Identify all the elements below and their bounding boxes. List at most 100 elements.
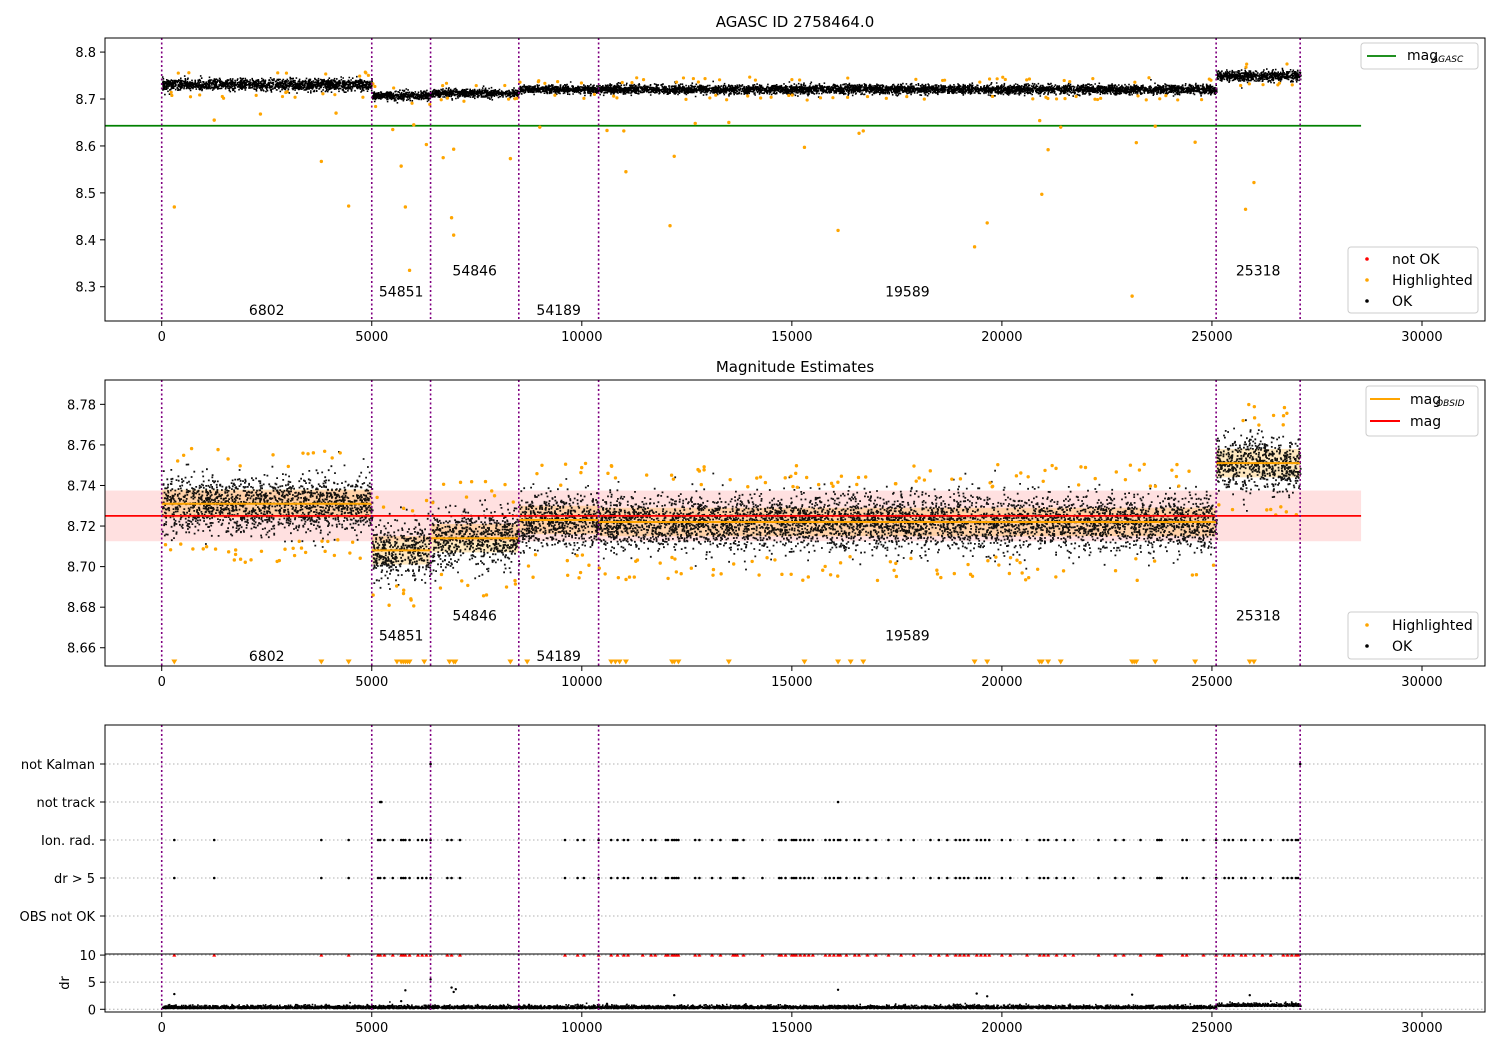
flags-point-3-105 bbox=[1261, 876, 1264, 880]
middle-highlighted-point bbox=[958, 477, 963, 481]
flags-point-3-94 bbox=[1160, 876, 1163, 880]
dr-clipped-marker-67 bbox=[911, 954, 916, 957]
middle-highlighted-point bbox=[1135, 578, 1139, 583]
middle-highlighted-point bbox=[1019, 471, 1023, 475]
dr-clipped-marker-83 bbox=[1041, 954, 1046, 957]
middle-highlighted-point bbox=[1079, 465, 1083, 469]
middle-highlighted-point bbox=[758, 475, 763, 479]
flags-point-2-80 bbox=[1008, 838, 1012, 842]
middle-highlighted-point bbox=[1247, 402, 1251, 407]
middle-clipped-marker-37 bbox=[1192, 659, 1199, 665]
top-highlighted-point bbox=[392, 86, 396, 90]
flags-point-1-2 bbox=[836, 800, 840, 804]
flags-point-3-66 bbox=[899, 876, 903, 880]
top-highlighted-outlier-37 bbox=[1153, 124, 1157, 128]
middle-highlighted-point bbox=[1026, 475, 1030, 479]
dr-clipped-marker-42 bbox=[735, 954, 740, 957]
flags-point-3-87 bbox=[1072, 876, 1075, 880]
flags-point-3-80 bbox=[1008, 876, 1012, 880]
middle-highlighted-point bbox=[1123, 477, 1128, 482]
middle-highlighted-point bbox=[332, 553, 337, 558]
middle-highlighted-point bbox=[609, 463, 614, 468]
middle-highlighted-point bbox=[1035, 567, 1040, 571]
middle-highlighted-point bbox=[1217, 503, 1221, 507]
top-highlighted-point bbox=[769, 95, 773, 99]
middle-highlighted-point bbox=[848, 555, 852, 559]
flags-point-3-45 bbox=[777, 876, 781, 880]
middle-clipped-marker-27 bbox=[971, 659, 978, 665]
middle-obsid-label-3: 54189 bbox=[536, 649, 581, 665]
middle-highlighted-point bbox=[1252, 404, 1257, 409]
middle-highlighted-point bbox=[579, 465, 584, 470]
top-highlighted-point bbox=[717, 78, 722, 82]
top-highlighted-point bbox=[630, 80, 634, 85]
flags-point-3-79 bbox=[1000, 876, 1004, 880]
flags-point-3-54 bbox=[811, 876, 815, 880]
flags-point-2-111 bbox=[1296, 838, 1300, 842]
flags-point-3-49 bbox=[792, 876, 796, 880]
flags-point-3-72 bbox=[958, 876, 962, 880]
middle-highlighted-point bbox=[613, 476, 618, 480]
middle-highlighted-point bbox=[1187, 469, 1191, 473]
flags-point-3-81 bbox=[1025, 876, 1029, 880]
flags-point-2-100 bbox=[1227, 838, 1231, 842]
middle-highlighted-point bbox=[275, 559, 279, 564]
dr-clipped-marker-6 bbox=[382, 954, 387, 957]
top-highlighted-outlier-1 bbox=[212, 118, 216, 122]
dr-notable-point-4 bbox=[450, 986, 453, 989]
middle-highlighted-point bbox=[1007, 571, 1012, 576]
dr-notable-point-1 bbox=[399, 999, 403, 1003]
top-highlighted-point bbox=[373, 84, 377, 89]
middle-obsid-label-0: 6802 bbox=[249, 649, 285, 665]
flags-point-2-105 bbox=[1261, 838, 1264, 842]
top-line-legend-subscript: AGASC bbox=[1431, 55, 1464, 65]
top-highlighted-point bbox=[805, 98, 809, 102]
flags-point-2-71 bbox=[954, 838, 957, 842]
top-highlighted-point bbox=[503, 83, 507, 88]
top-highlighted-outlier-27 bbox=[861, 129, 865, 133]
top-highlighted-outlier-20 bbox=[624, 170, 628, 174]
top-highlighted-point bbox=[1027, 77, 1032, 81]
middle-line-legend-label-0: mag bbox=[1410, 392, 1441, 408]
middle-highlighted-point bbox=[1257, 423, 1261, 427]
flags-point-3-86 bbox=[1063, 876, 1067, 880]
top-highlighted-point bbox=[691, 76, 695, 81]
top-highlighted-point bbox=[978, 80, 982, 84]
flags-point-3-67 bbox=[912, 876, 915, 880]
middle-highlighted-point bbox=[238, 557, 243, 561]
top-x-tick-label-5: 25000 bbox=[1191, 330, 1232, 345]
dr-clipped-marker-5 bbox=[378, 954, 383, 957]
top-highlighted-point bbox=[1074, 94, 1078, 99]
middle-highlighted-point bbox=[728, 477, 732, 482]
middle-highlighted-point bbox=[711, 573, 715, 577]
flags-point-3-97 bbox=[1202, 876, 1205, 880]
middle-highlighted-point bbox=[939, 575, 943, 580]
middle-highlighted-point bbox=[1083, 465, 1088, 470]
dr-clipped-marker-46 bbox=[779, 954, 784, 957]
flags-point-3-21 bbox=[582, 876, 586, 880]
top-highlighted-point bbox=[790, 93, 794, 97]
top-line-legend-label: mag bbox=[1407, 48, 1438, 64]
middle-highlighted-point bbox=[233, 548, 238, 552]
flags-point-2-79 bbox=[1000, 838, 1004, 842]
top-highlighted-point bbox=[358, 74, 362, 78]
dr-notable-point-13 bbox=[1248, 993, 1251, 997]
flags-point-2-0 bbox=[173, 838, 176, 842]
flags-point-3-33 bbox=[672, 876, 676, 880]
top-highlighted-point bbox=[220, 94, 224, 99]
flags-ytick-label-3: dr > 5 bbox=[54, 872, 95, 887]
flags-point-2-52 bbox=[803, 838, 806, 842]
top-highlighted-outlier-14 bbox=[451, 233, 456, 237]
flags-point-3-0 bbox=[173, 876, 176, 880]
flags-point-3-74 bbox=[966, 876, 970, 880]
middle-highlighted-point bbox=[163, 543, 168, 547]
top-highlighted-outlier-29 bbox=[972, 245, 977, 249]
dr-clipped-marker-14 bbox=[424, 954, 429, 957]
top-highlighted-point bbox=[188, 95, 193, 99]
middle-highlighted-point bbox=[804, 475, 809, 480]
middle-clipped-marker-22 bbox=[725, 659, 732, 665]
middle-obsid-label-4: 19589 bbox=[885, 629, 930, 645]
middle-clipped-marker-9 bbox=[421, 659, 428, 665]
middle-clipped-marker-8 bbox=[406, 659, 413, 665]
middle-highlighted-point bbox=[988, 481, 992, 485]
